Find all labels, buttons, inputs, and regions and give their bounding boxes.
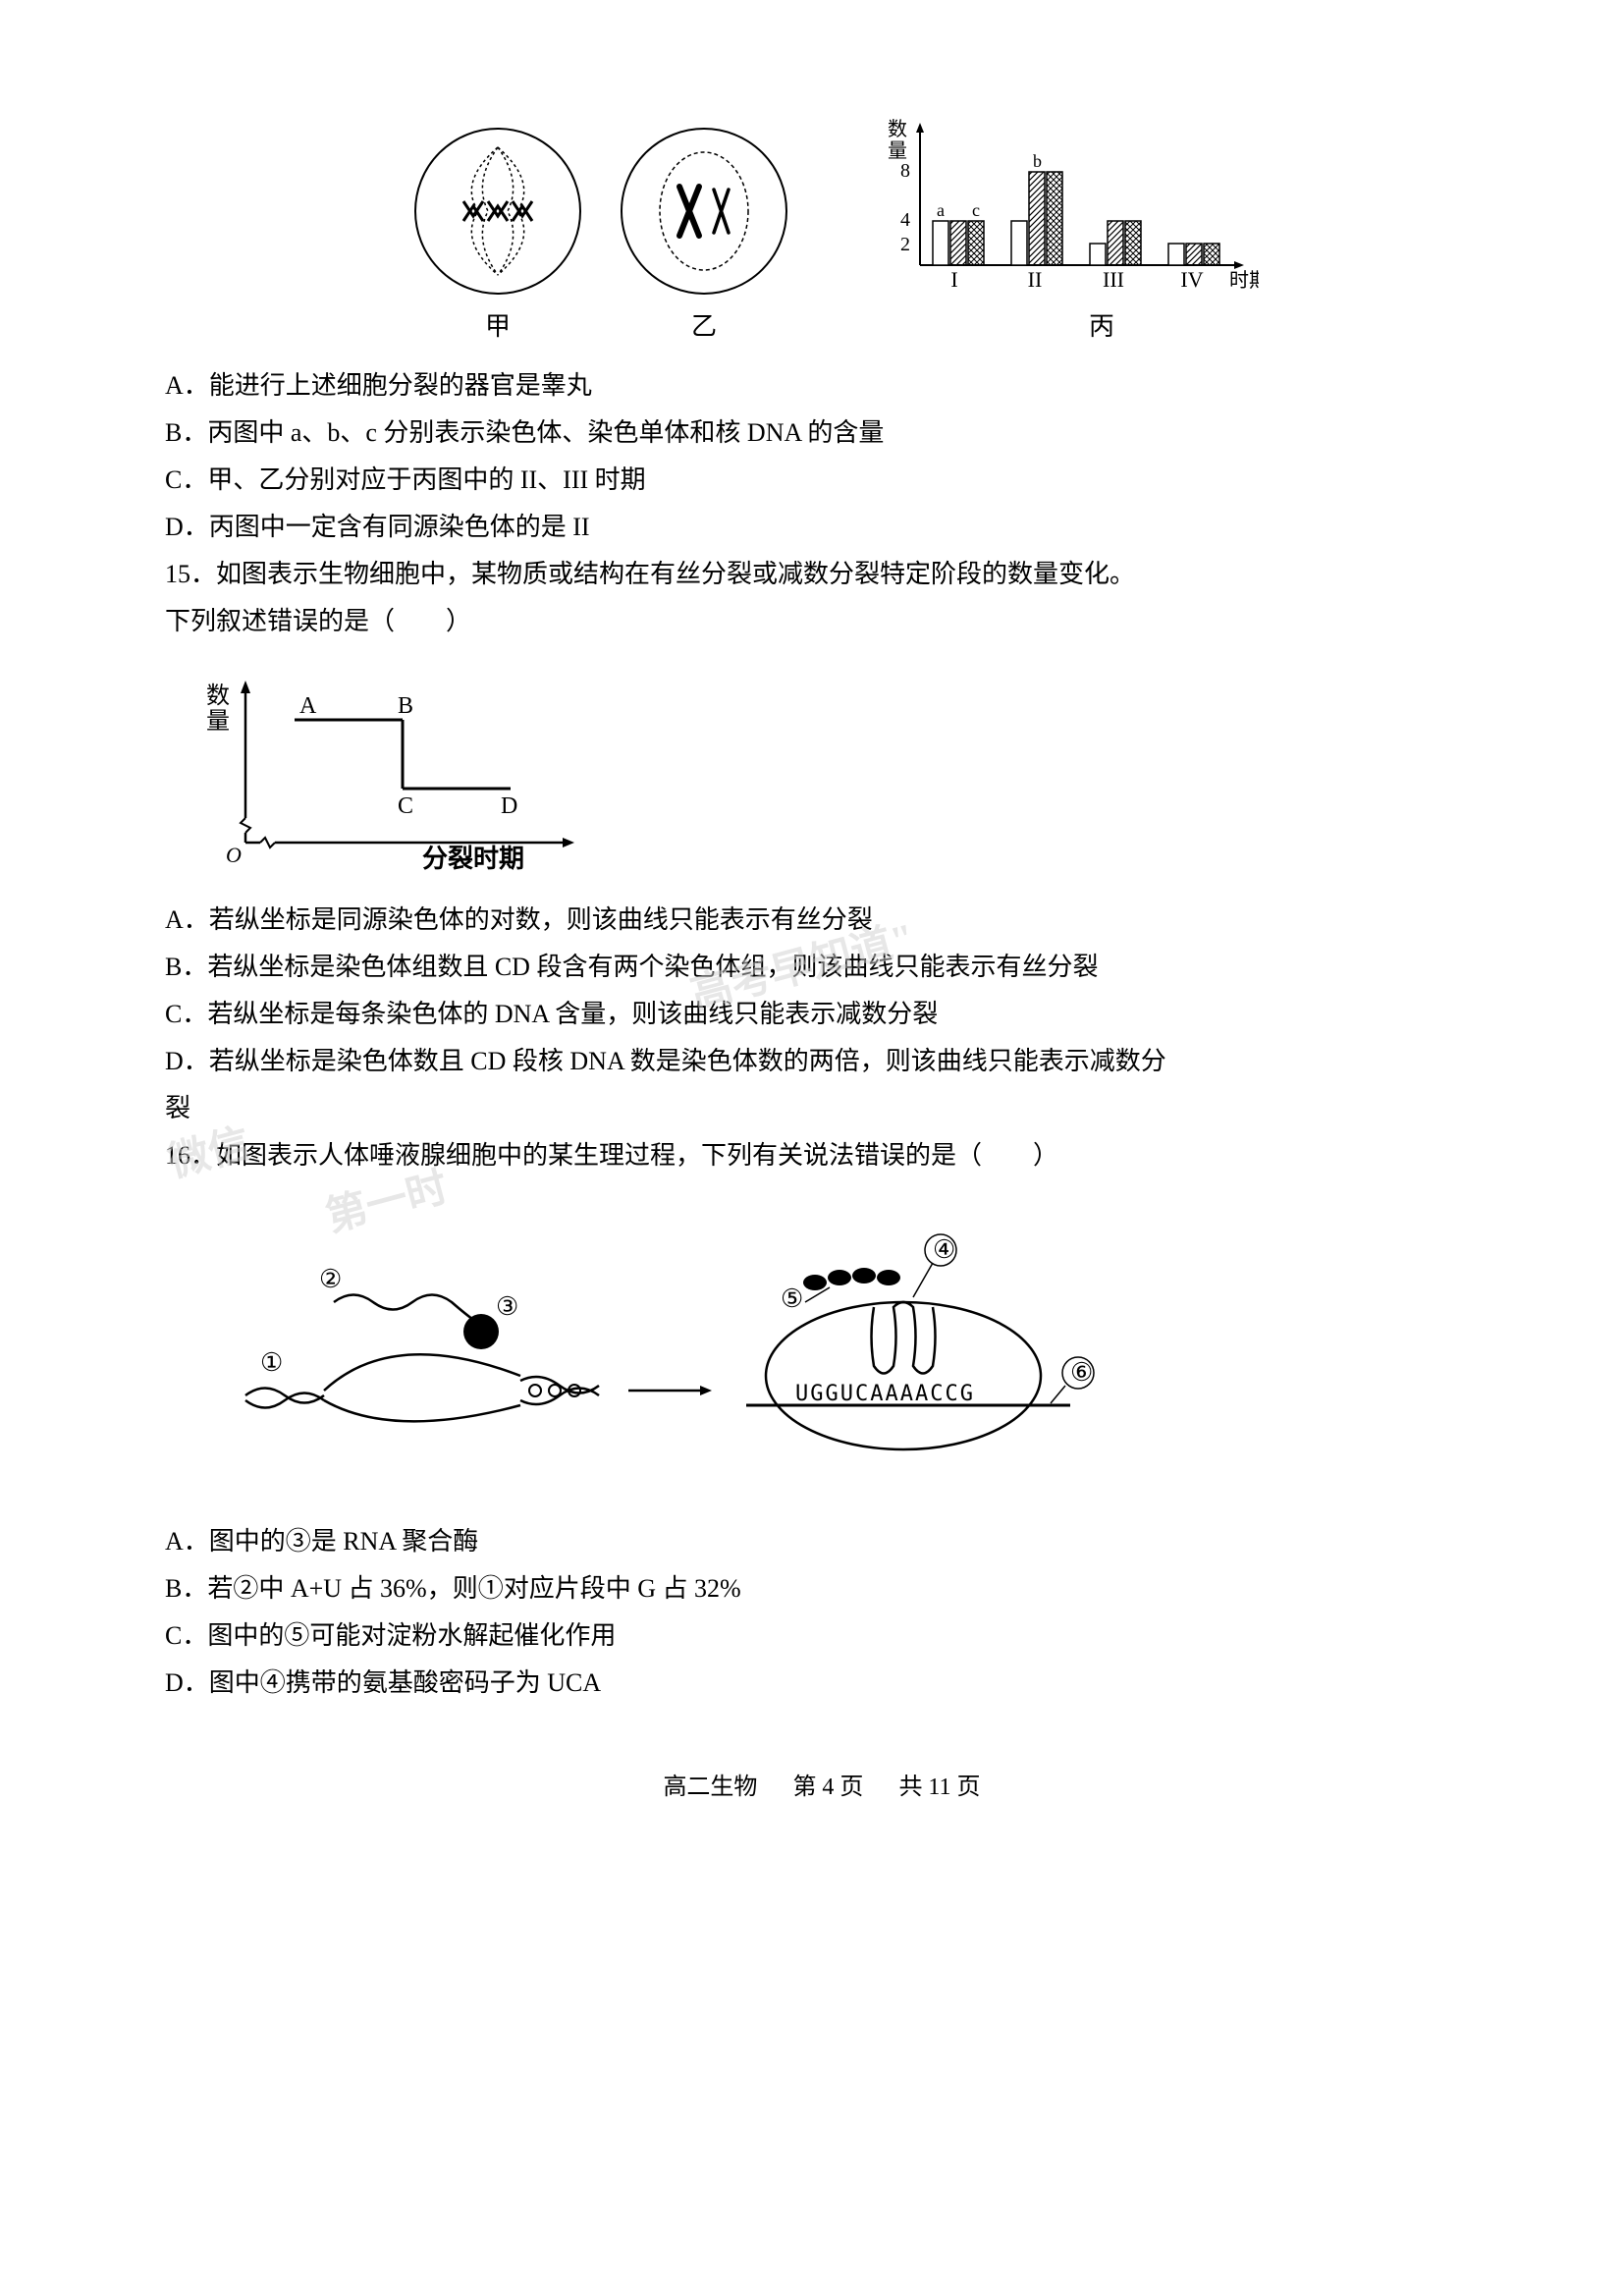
svg-text:4: 4 [900, 209, 910, 231]
svg-text:I: I [950, 267, 957, 292]
q14-option-d: D．丙图中一定含有同源染色体的是 II [165, 504, 1487, 551]
footer-subject: 高二生物 [663, 1775, 757, 1800]
cell-jia-label: 甲 [485, 306, 511, 343]
q15-option-b: B．若纵坐标是染色体组数且 CD 段含有两个染色体组，则该曲线只能表示有丝分裂 [165, 944, 1487, 991]
svg-text:量: 量 [206, 709, 230, 735]
bar-chart-container: 2 4 8 数 量 a c I b [856, 118, 1229, 343]
cell-diagram-yi: 乙 [621, 128, 787, 343]
q15-stem2: 下列叙述错误的是（ ） [165, 598, 1487, 645]
q16-option-d: D．图中④携带的氨基酸密码子为 UCA [165, 1660, 1487, 1707]
svg-text:2: 2 [900, 234, 910, 255]
q15-option-d1: D．若纵坐标是染色体数且 CD 段核 DNA 数是染色体数的两倍，则该曲线只能表… [165, 1038, 1487, 1085]
cell-yi-label: 乙 [691, 306, 717, 343]
cell-diagram-jia: 甲 [414, 128, 581, 343]
q16-svg: ① ② ③ UGGUCAAAACCG ④ ⑤ [216, 1209, 1100, 1484]
footer-page: 第 4 页 [792, 1775, 863, 1800]
q16-stem: 16．如图表示人体唾液腺细胞中的某生理过程，下列有关说法错误的是（ ） [165, 1132, 1487, 1179]
q16-option-a: A．图中的③是 RNA 聚合酶 [165, 1518, 1487, 1565]
q15-option-d2: 裂 [165, 1085, 1487, 1132]
svg-text:III: III [1103, 267, 1124, 292]
svg-text:B: B [398, 693, 413, 719]
footer: 高二生物 第 4 页 共 11 页 [157, 1767, 1487, 1801]
svg-text:O: O [226, 843, 242, 867]
bar-chart-label: 丙 [1089, 306, 1114, 343]
cell-yi-svg [625, 133, 783, 290]
svg-text:量: 量 [888, 140, 907, 162]
q14-option-c: C．甲、乙分别对应于丙图中的 II、III 时期 [165, 457, 1487, 504]
q15-chart: 数 量 O A B C D 分裂时期 [196, 666, 1487, 877]
svg-text:D: D [501, 793, 517, 819]
svg-text:a: a [937, 200, 945, 220]
svg-text:b: b [1033, 151, 1042, 171]
q16-option-b: B．若②中 A+U 占 36%，则①对应片段中 G 占 32% [165, 1565, 1487, 1612]
svg-text:②: ② [319, 1265, 342, 1293]
cell-jia-svg [419, 133, 576, 290]
q16-option-c: C．图中的⑤可能对淀粉水解起催化作用 [165, 1612, 1487, 1660]
q15-option-c: C．若纵坐标是每条染色体的 DNA 含量，则该曲线只能表示减数分裂 [165, 991, 1487, 1038]
q15-option-a: A．若纵坐标是同源染色体的对数，则该曲线只能表示有丝分裂 [165, 897, 1487, 944]
q14-option-a: A．能进行上述细胞分裂的器官是睾丸 [165, 362, 1487, 410]
q14-option-b: B．丙图中 a、b、c 分别表示染色体、染色单体和核 DNA 的含量 [165, 410, 1487, 457]
q15-stem1: 15．如图表示生物细胞中，某物质或结构在有丝分裂或减数分裂特定阶段的数量变化。 [165, 551, 1487, 598]
svg-text:⑤: ⑤ [781, 1284, 803, 1313]
svg-text:时期: 时期 [1229, 269, 1259, 292]
q15-line-svg: 数 量 O A B C D 分裂时期 [196, 666, 589, 872]
svg-text:①: ① [260, 1348, 283, 1377]
svg-text:③: ③ [496, 1292, 518, 1321]
content-wrapper: 甲 乙 [157, 118, 1487, 1801]
svg-text:IV: IV [1180, 267, 1203, 292]
q16-diagram: ① ② ③ UGGUCAAAACCG ④ ⑤ [216, 1209, 1487, 1489]
svg-text:A: A [299, 693, 317, 719]
svg-text:UGGUCAAAACCG: UGGUCAAAACCG [795, 1382, 975, 1406]
svg-text:数: 数 [206, 683, 230, 709]
figures-row: 甲 乙 [157, 118, 1487, 343]
cell-jia-circle [414, 128, 581, 295]
bar-chart-svg: 2 4 8 数 量 a c I b [886, 118, 1259, 295]
svg-text:数: 数 [888, 118, 907, 140]
svg-text:分裂时期: 分裂时期 [422, 845, 524, 872]
svg-text:II: II [1028, 267, 1043, 292]
svg-text:8: 8 [900, 160, 910, 182]
svg-text:c: c [972, 200, 980, 220]
footer-total: 共 11 页 [898, 1775, 980, 1800]
bar-chart: 2 4 8 数 量 a c I b [856, 118, 1229, 295]
svg-text:C: C [398, 793, 413, 819]
cell-yi-circle [621, 128, 787, 295]
